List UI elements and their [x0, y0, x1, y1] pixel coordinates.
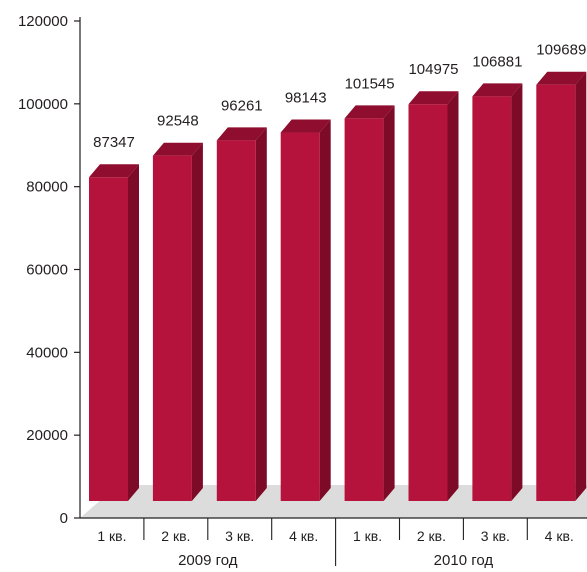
bar-value-label: 106881 [472, 53, 522, 70]
bar-front [152, 155, 192, 502]
bar-value-label: 109689 [536, 42, 586, 59]
bars: 87347 92548 96261 98143 101545 104975 106881 10… [89, 42, 587, 502]
x-category-label: 3 кв. [225, 528, 254, 544]
x-category-label: 3 кв. [481, 528, 510, 544]
bar-side [511, 83, 523, 501]
bar-front [472, 96, 512, 501]
x-axis-categories: 1 кв. 2 кв. 3 кв. 4 кв. 1 кв. 2 кв. 3 кв. 4 кв. [97, 518, 574, 566]
bar-top [472, 83, 523, 97]
bar-value-label: 96261 [221, 97, 263, 114]
bar-front [89, 177, 128, 501]
bar-front [344, 118, 384, 502]
chart-floor [80, 485, 587, 518]
bar: 104975 [408, 61, 459, 501]
x-category-label: 1 кв. [97, 528, 126, 544]
bar: 92548 [152, 113, 203, 502]
y-tick-label: 60000 [26, 262, 68, 279]
bar-side [383, 105, 395, 502]
y-tick-label: 80000 [26, 179, 68, 196]
bar: 87347 [89, 134, 139, 501]
bar-top [89, 164, 139, 178]
bar-value-label: 101545 [345, 75, 395, 92]
bar-top [216, 127, 267, 141]
bar-front [536, 84, 576, 502]
bar-side [128, 164, 139, 501]
x-group-label: 2010 год [434, 552, 494, 569]
y-tick-label: 120000 [18, 13, 68, 30]
bar-value-label: 92548 [157, 113, 199, 130]
bar-side [255, 127, 267, 501]
y-tick-label: 0 [60, 510, 68, 527]
bar: 101545 [344, 75, 395, 502]
bar-side [319, 119, 331, 501]
x-category-label: 4 кв. [289, 528, 318, 544]
bar-front [280, 132, 320, 501]
x-group-label: 2009 год [178, 552, 238, 569]
bar: 109689 [536, 42, 587, 502]
bar-side [191, 142, 203, 502]
y-tick-label: 20000 [26, 427, 68, 444]
bar-top [152, 142, 203, 156]
bar-top [408, 91, 459, 105]
bar-top [536, 71, 587, 85]
bar-side [575, 71, 587, 502]
bar-value-label: 104975 [408, 61, 458, 78]
bar-front [216, 140, 256, 501]
y-tick-label: 40000 [26, 344, 68, 361]
x-axis-groups: 2009 год 2010 год [178, 552, 493, 569]
bar: 96261 [216, 97, 267, 501]
x-category-label: 1 кв. [353, 528, 382, 544]
x-category-label: 4 кв. [545, 528, 574, 544]
bar: 106881 [472, 53, 522, 501]
bar: 98143 [280, 90, 331, 501]
y-tick-label: 100000 [18, 96, 68, 113]
bar-top [344, 105, 395, 119]
bar-front [408, 104, 448, 501]
bar-top [280, 119, 331, 133]
bar-side [447, 91, 459, 501]
y-axis-ticks: 0 20000 40000 60000 80000 100000 120000 [18, 13, 80, 527]
x-category-label: 2 кв. [417, 528, 446, 544]
bar-value-label: 98143 [285, 90, 327, 107]
x-category-label: 2 кв. [161, 528, 190, 544]
bar-value-label: 87347 [93, 134, 135, 151]
